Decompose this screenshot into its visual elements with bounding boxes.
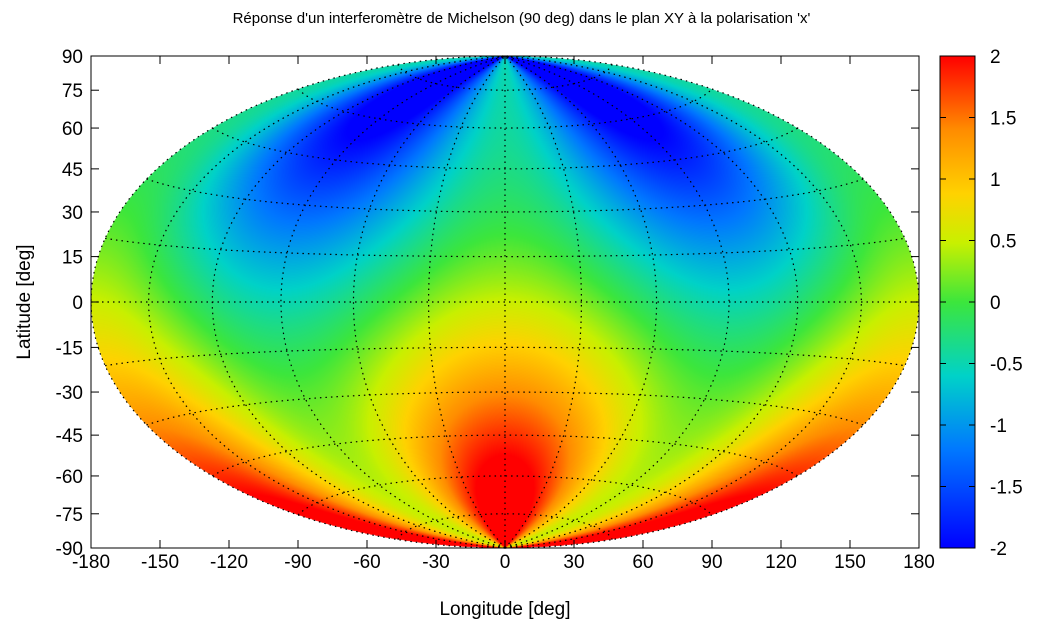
y-tick-label: 45 <box>62 160 83 181</box>
meridian-line <box>504 55 920 549</box>
y-tick-label: -30 <box>56 383 83 404</box>
colorbar-tick-label: 0.5 <box>990 232 1016 253</box>
grid-lines <box>90 55 920 549</box>
colorbar-tick-label: -2 <box>990 539 1007 560</box>
y-tick-label: 15 <box>62 248 83 269</box>
x-tick-label: -60 <box>353 552 380 573</box>
y-tick-label: 0 <box>72 293 83 314</box>
colorbar-tick-label: 2 <box>990 47 1001 68</box>
x-tick-label: 0 <box>500 552 511 573</box>
colorbar-tick-label: 1.5 <box>990 109 1016 130</box>
meridian-line <box>504 55 799 549</box>
x-tick-label: 30 <box>563 552 584 573</box>
x-tick-label: 150 <box>834 552 866 573</box>
parallel-line <box>105 346 905 367</box>
chart-title: Réponse d'un interferomètre de Michelson… <box>232 10 811 27</box>
y-tick-label: -15 <box>56 338 83 359</box>
y-tick-label: -90 <box>56 539 83 560</box>
x-tick-label: 180 <box>903 552 935 573</box>
x-tick-label: 120 <box>765 552 797 573</box>
meridian-line <box>504 55 730 549</box>
x-axis-label: Longitude [deg] <box>439 599 570 620</box>
y-tick-label: 90 <box>62 47 83 68</box>
y-tick-label: -75 <box>56 505 83 526</box>
y-axis-label: Latitude [deg] <box>14 244 35 359</box>
x-tick-label: -30 <box>422 552 449 573</box>
colorbar-tick-label: -1.5 <box>990 478 1023 499</box>
y-tick-label: 60 <box>62 119 83 140</box>
colorbar-tick-label: 1 <box>990 170 1001 191</box>
x-tick-label: -150 <box>141 552 179 573</box>
parallel-line <box>105 237 905 258</box>
x-tick-label: -120 <box>210 552 248 573</box>
parallel-line <box>212 434 798 477</box>
y-tick-label: -45 <box>56 426 83 447</box>
colorbar-tick-label: -0.5 <box>990 355 1023 376</box>
colorbar-tick-label: -1 <box>990 416 1007 437</box>
y-axis-ticks: 90 75 60 45 30 15 0 -15 -30 -45 -60 -75 -90 <box>56 47 919 560</box>
meridian-line <box>280 55 506 549</box>
y-tick-label: 75 <box>62 81 83 102</box>
x-tick-label: 60 <box>632 552 653 573</box>
y-tick-label: -60 <box>56 467 83 488</box>
x-tick-label: 90 <box>701 552 722 573</box>
y-tick-label: 30 <box>62 203 83 224</box>
colorbar-tick-label: 0 <box>990 293 1001 314</box>
x-axis-ticks: -180 -150 -120 -90 -60 -30 0 30 60 90 120 150 180 <box>72 56 935 573</box>
x-tick-label: -180 <box>72 552 110 573</box>
colorbar-ticks: 2 1.5 1 0.5 0 -0.5 -1 -1.5 -2 <box>940 47 1023 560</box>
meridian-line <box>504 55 658 549</box>
parallel-line <box>212 127 798 170</box>
x-tick-label: -90 <box>284 552 311 573</box>
